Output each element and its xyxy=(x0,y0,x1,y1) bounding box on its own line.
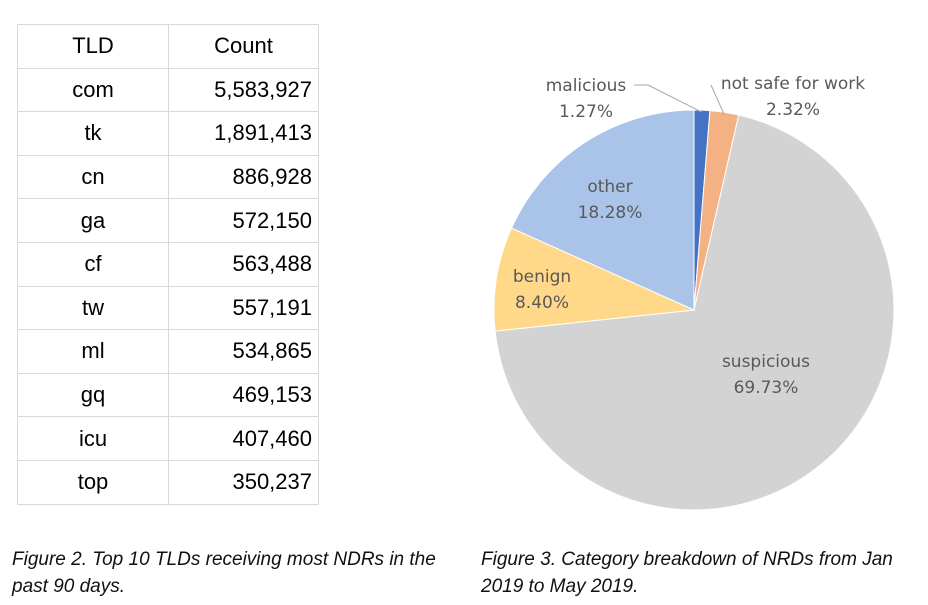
header-tld: TLD xyxy=(17,24,169,69)
cell-count: 1,891,413 xyxy=(168,111,319,156)
cell-tld: com xyxy=(17,67,169,113)
cell-tld: gq xyxy=(17,372,169,418)
cell-count: 563,488 xyxy=(168,241,319,287)
cell-tld: cn xyxy=(17,154,169,200)
cell-count: 886,928 xyxy=(168,154,319,200)
pie-slice-suspicious xyxy=(494,114,895,511)
cell-tld: icu xyxy=(17,416,169,461)
cell-count: 534,865 xyxy=(168,329,319,374)
cell-tld: top xyxy=(17,459,169,505)
table-row: gq 469,153 xyxy=(17,372,319,418)
table-row: top 350,237 xyxy=(17,459,319,505)
pie-labels: malicious 1.27% not safe for work 2.32% susp… xyxy=(513,74,865,398)
pie-slice-benign xyxy=(493,227,696,332)
pie-label-name-not-safe-for-work: not safe for work xyxy=(721,74,865,94)
figure-3-caption: Figure 3. Category breakdown of NRDs fro… xyxy=(481,549,893,597)
table-row: icu 407,460 xyxy=(17,416,319,461)
pie-label-value-malicious: 1.27% xyxy=(559,102,613,122)
tld-table: TLD Count com 5,583,927 tk 1,891,413 cn … xyxy=(17,24,319,505)
pie-label-name-suspicious: suspicious xyxy=(722,352,810,372)
cell-count: 557,191 xyxy=(168,285,319,331)
cell-count: 407,460 xyxy=(168,416,319,461)
pie-label-name-benign: benign xyxy=(513,267,571,287)
pie-leader-lines xyxy=(634,84,725,115)
pie-label-value-not-safe-for-work: 2.32% xyxy=(766,100,820,120)
pie-label-name-malicious: malicious xyxy=(546,76,627,96)
table-row: cn 886,928 xyxy=(17,154,319,200)
cell-tld: tk xyxy=(17,111,169,156)
table-row: cf 563,488 xyxy=(17,241,319,287)
table-row: com 5,583,927 xyxy=(17,67,319,113)
cell-tld: cf xyxy=(17,241,169,287)
table-header-row: TLD Count xyxy=(17,24,319,69)
pie-label-name-other: other xyxy=(587,177,632,197)
leader-line-malicious xyxy=(634,84,703,113)
cell-count: 469,153 xyxy=(168,372,319,418)
category-pie-chart: malicious 1.27% not safe for work 2.32% susp… xyxy=(493,74,895,511)
cell-count: 350,237 xyxy=(168,459,319,505)
header-count: Count xyxy=(168,24,319,69)
table-row: ga 572,150 xyxy=(17,198,319,243)
pie-slice-other xyxy=(510,109,695,311)
cell-count: 572,150 xyxy=(168,198,319,243)
table-row: tw 557,191 xyxy=(17,285,319,331)
figure-2-caption: Figure 2. Top 10 TLDs receiving most NDR… xyxy=(12,549,436,597)
cell-count: 5,583,927 xyxy=(168,67,319,113)
table-row: tk 1,891,413 xyxy=(17,111,319,156)
pie-label-value-benign: 8.40% xyxy=(515,293,569,313)
cell-tld: tw xyxy=(17,285,169,331)
leader-line-not-safe-for-work xyxy=(710,84,725,115)
pie-label-value-other: 18.28% xyxy=(578,203,643,223)
table-row: ml 534,865 xyxy=(17,329,319,374)
pie-label-value-suspicious: 69.73% xyxy=(734,378,799,398)
cell-tld: ml xyxy=(17,329,169,374)
pie-slices xyxy=(493,109,895,511)
cell-tld: ga xyxy=(17,198,169,243)
